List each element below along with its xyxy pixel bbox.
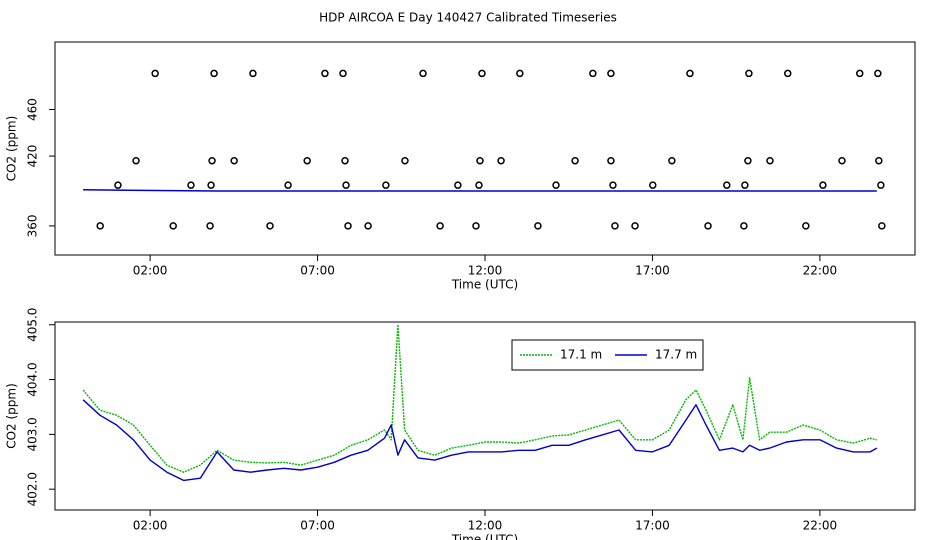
data-point — [436, 222, 444, 230]
data-point — [342, 181, 350, 189]
y-tick-label: 402.0 — [26, 472, 40, 506]
data-point — [208, 156, 216, 165]
data-point — [249, 69, 257, 78]
data-point — [497, 156, 505, 165]
legend-label: 17.7 m — [655, 348, 697, 362]
data-point — [341, 156, 349, 165]
x-tick-label: 07:00 — [300, 519, 335, 533]
y-tick-label: 405.0 — [26, 308, 40, 342]
data-point — [611, 222, 619, 230]
data-point — [552, 181, 560, 189]
data-point — [321, 69, 329, 78]
data-point — [571, 156, 579, 165]
y-tick-label: 420 — [26, 145, 40, 168]
data-point — [704, 222, 712, 230]
data-point — [401, 156, 409, 165]
data-point — [151, 69, 159, 78]
data-point — [364, 222, 372, 230]
data-point — [607, 156, 615, 165]
data-point — [382, 181, 390, 189]
x-tick-label: 02:00 — [133, 264, 168, 278]
data-point — [516, 69, 524, 78]
data-point — [132, 156, 140, 165]
data-point — [210, 69, 218, 78]
data-point — [472, 222, 480, 230]
y-axis-title: CO2 (ppm) — [5, 383, 19, 449]
y-tick-label: 403.0 — [26, 417, 40, 451]
data-point — [744, 156, 752, 165]
data-point — [783, 69, 792, 78]
x-tick-label: 12:00 — [468, 519, 503, 533]
data-point — [874, 69, 882, 78]
data-point — [266, 222, 274, 230]
x-tick-label: 07:00 — [300, 264, 335, 278]
legend-box — [511, 339, 704, 371]
data-point — [454, 181, 462, 189]
data-point — [344, 222, 352, 230]
x-tick-label: 17:00 — [635, 519, 670, 533]
y-tick-label: 460 — [26, 98, 40, 121]
x-tick-label: 12:00 — [468, 264, 503, 278]
data-point — [766, 156, 774, 165]
data-point — [303, 156, 311, 165]
data-point — [478, 69, 486, 78]
x-tick-label: 02:00 — [133, 519, 168, 533]
x-tick-label: 22:00 — [803, 519, 838, 533]
data-point — [230, 156, 238, 165]
data-point — [855, 69, 864, 78]
data-point — [741, 181, 749, 189]
data-point — [187, 181, 195, 189]
y-axis-title: CO2 (ppm) — [5, 116, 19, 182]
data-point — [207, 181, 215, 189]
data-point — [475, 181, 483, 189]
data-point — [877, 181, 885, 189]
data-point — [96, 222, 104, 230]
data-point — [114, 181, 122, 189]
data-point — [589, 69, 597, 78]
data-point — [419, 69, 427, 78]
data-point — [339, 69, 347, 78]
series-line — [82, 399, 878, 482]
data-point — [878, 222, 886, 230]
y-tick-label: 404.0 — [26, 362, 40, 396]
x-tick-label: 22:00 — [803, 264, 838, 278]
data-point — [686, 69, 694, 78]
data-point — [875, 156, 883, 165]
data-point — [206, 222, 214, 230]
series-line — [82, 324, 877, 473]
series-line — [83, 189, 877, 192]
x-tick-label: 17:00 — [635, 264, 670, 278]
data-point — [607, 69, 615, 78]
data-point — [169, 222, 177, 230]
x-axis-title: Time (UTC) — [451, 533, 518, 540]
chart-title: HDP AIRCOA E Day 140427 Calibrated Times… — [319, 11, 617, 25]
data-point — [819, 181, 827, 189]
data-point — [723, 181, 731, 189]
data-point — [740, 222, 748, 230]
data-point — [631, 222, 639, 230]
data-point — [609, 181, 617, 189]
data-point — [534, 222, 542, 230]
data-point — [802, 222, 810, 230]
data-point — [838, 156, 846, 165]
data-point — [668, 156, 676, 165]
x-axis-title: Time (UTC) — [451, 278, 518, 292]
data-point — [745, 69, 753, 78]
legend-label: 17.1 m — [560, 348, 602, 362]
data-point — [649, 181, 657, 189]
y-tick-label: 360 — [26, 214, 40, 237]
data-point — [284, 181, 292, 189]
data-point — [476, 156, 484, 165]
